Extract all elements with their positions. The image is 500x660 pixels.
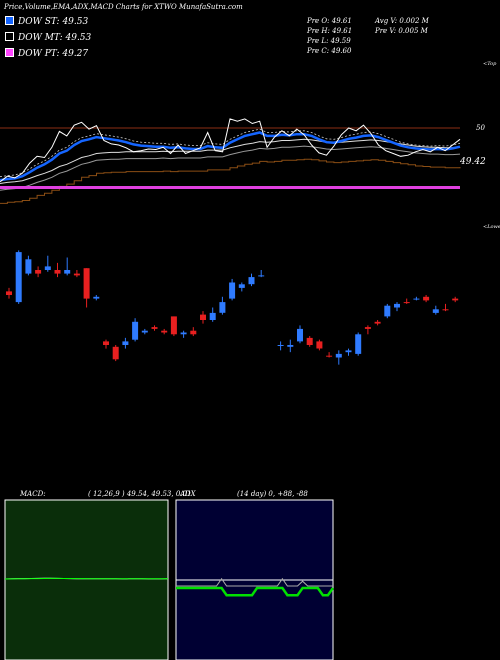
- axis-label-top: <Top: [483, 61, 497, 67]
- candle-body: [306, 337, 313, 345]
- ema-st-line: [0, 131, 461, 182]
- candle-body: [297, 328, 303, 342]
- pre-open: Pre O: 49.61: [307, 17, 352, 25]
- candle-body: [170, 316, 177, 335]
- candle-body: [432, 309, 439, 313]
- candle-body: [219, 302, 226, 313]
- candle-body: [35, 270, 42, 274]
- candle-body: [403, 302, 410, 304]
- candle-body: [384, 305, 391, 317]
- adx-values: (14 day) 0, +88, -88: [237, 490, 308, 498]
- support-step-line: [0, 158, 461, 204]
- candle-body: [258, 275, 265, 277]
- adx-plus-di-line: [176, 577, 333, 587]
- candle-body: [44, 266, 51, 270]
- candle-body: [200, 314, 206, 320]
- candle-body: [287, 345, 294, 347]
- current-price-label: 49.42: [459, 157, 486, 167]
- legend-dow-st: DOW ST: 49.53: [5, 16, 88, 27]
- candle-body: [93, 296, 100, 299]
- pre-high: Pre H: 49.61: [307, 27, 353, 35]
- candle-body: [326, 355, 333, 357]
- candle-body: [248, 277, 255, 285]
- candle-body: [345, 350, 352, 353]
- candle-body: [277, 345, 284, 346]
- candle-body: [413, 298, 420, 300]
- pre-low: Pre L: 49.59: [307, 37, 351, 45]
- candle-body: [452, 298, 459, 301]
- resistance-label: 50: [476, 124, 485, 132]
- candle-body: [151, 327, 158, 329]
- macd-values: ( 12,26,9 ) 49.54, 49.53, 0.01: [88, 490, 191, 498]
- candle-body: [335, 353, 342, 358]
- candle-body: [83, 268, 90, 299]
- candle-body: [132, 321, 139, 340]
- candle-body: [229, 282, 236, 299]
- legend-dow-mt: DOW MT: 49.53: [5, 32, 91, 43]
- legend-swatch-pt: [5, 48, 14, 57]
- candle-body: [180, 332, 187, 335]
- adx-title: ADX: [179, 490, 197, 498]
- candle-body: [423, 296, 430, 301]
- candle-body: [15, 252, 22, 303]
- candle-body: [6, 291, 12, 295]
- candle-body: [54, 270, 61, 274]
- candle-body: [394, 303, 400, 308]
- candle-body: [364, 327, 371, 329]
- legend-swatch-st: [5, 16, 14, 25]
- legend-dow-pt: DOW PT: 49.27: [5, 48, 88, 59]
- candle-body: [442, 309, 449, 311]
- adx-minus-di-line: [176, 586, 335, 597]
- macd-panel: [4, 499, 169, 660]
- pre-volume: Pre V: 0.005 M: [375, 27, 428, 35]
- candle-body: [73, 273, 80, 276]
- candle-body: [25, 259, 32, 274]
- ema-mt-line: [0, 138, 461, 184]
- candle-body: [355, 334, 362, 354]
- candle-body: [316, 341, 323, 349]
- macd-signal-line: [4, 577, 168, 580]
- candle-body: [122, 341, 129, 345]
- candle-body: [190, 330, 197, 335]
- candle-body: [112, 346, 119, 360]
- candle-body: [64, 270, 71, 274]
- macd-title: MACD:: [19, 490, 46, 498]
- axis-label-lower: <Lower: [483, 224, 500, 230]
- candle-body: [374, 321, 381, 324]
- avg-volume: Avg V: 0.002 M: [375, 17, 429, 25]
- ema-band-line: [0, 128, 461, 178]
- candle-body: [141, 330, 148, 333]
- ema-mt-lower-line: [0, 145, 461, 191]
- candle-body: [103, 341, 109, 345]
- pre-close: Pre C: 49.60: [307, 47, 352, 55]
- candle-body: [161, 330, 168, 333]
- candle-body: [238, 284, 245, 288]
- candle-body: [209, 312, 216, 320]
- legend-swatch-mt: [5, 32, 14, 41]
- chart-title: Price,Volume,EMA,ADX,MACD Charts for XTW…: [4, 3, 243, 11]
- price-line: [0, 118, 461, 183]
